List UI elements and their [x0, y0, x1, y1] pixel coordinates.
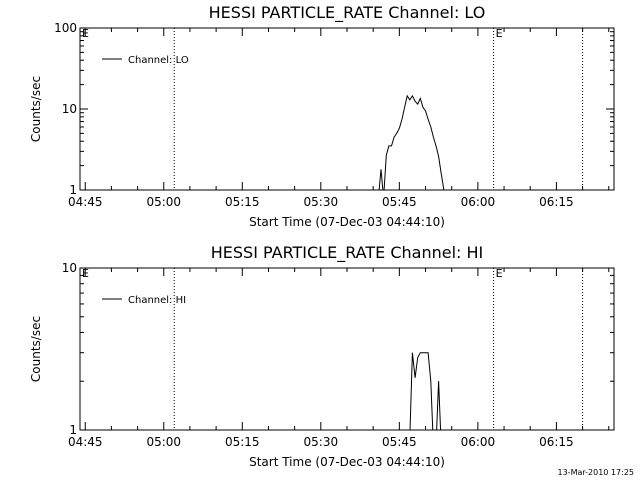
- plot-frame: [79, 267, 615, 431]
- x-tick-label: 05:30: [304, 195, 339, 209]
- x-tick-label: 05:15: [225, 435, 260, 449]
- panel-hi: HESSI PARTICLE_RATE Channel: HIEE04:4505…: [29, 243, 615, 469]
- x-axis-label: Start Time (07-Dec-03 04:44:10): [249, 455, 445, 469]
- x-tick-label: 05:00: [146, 435, 181, 449]
- x-tick-label: 05:00: [146, 195, 181, 209]
- x-axis-label: Start Time (07-Dec-03 04:44:10): [249, 215, 445, 229]
- x-tick-label: 06:00: [461, 435, 496, 449]
- x-tick-label: 05:15: [225, 195, 260, 209]
- y-tick-label: 1: [69, 423, 77, 437]
- x-tick-label: 06:15: [539, 435, 574, 449]
- x-tick-label: 05:45: [382, 195, 417, 209]
- event-marker: E: [496, 27, 503, 40]
- panel-lo: HESSI PARTICLE_RATE Channel: LOEE04:4505…: [29, 3, 615, 229]
- x-tick-label: 04:45: [68, 435, 103, 449]
- legend-label: Channel: HI: [128, 295, 186, 306]
- y-tick-label: 10: [62, 261, 77, 275]
- x-tick-label: 06:00: [461, 195, 496, 209]
- footer-timestamp: 13-Mar-2010 17:25: [558, 468, 635, 477]
- x-tick-label: 05:30: [304, 435, 339, 449]
- y-tick-label: 10: [62, 102, 77, 116]
- plot-frame: [79, 27, 615, 191]
- chart-title: HESSI PARTICLE_RATE Channel: HI: [211, 243, 484, 263]
- event-marker: E: [496, 267, 503, 280]
- x-tick-label: 06:15: [539, 195, 574, 209]
- y-tick-label: 100: [54, 21, 77, 35]
- x-tick-label: 05:45: [382, 435, 417, 449]
- chart-title: HESSI PARTICLE_RATE Channel: LO: [209, 3, 486, 23]
- series-line: [409, 352, 442, 430]
- y-tick-label: 1: [69, 183, 77, 197]
- series-line: [378, 94, 445, 190]
- legend-label: Channel: LO: [128, 55, 189, 66]
- y-axis-label: Counts/sec: [29, 76, 43, 142]
- x-tick-label: 04:45: [68, 195, 103, 209]
- y-axis-label: Counts/sec: [29, 316, 43, 382]
